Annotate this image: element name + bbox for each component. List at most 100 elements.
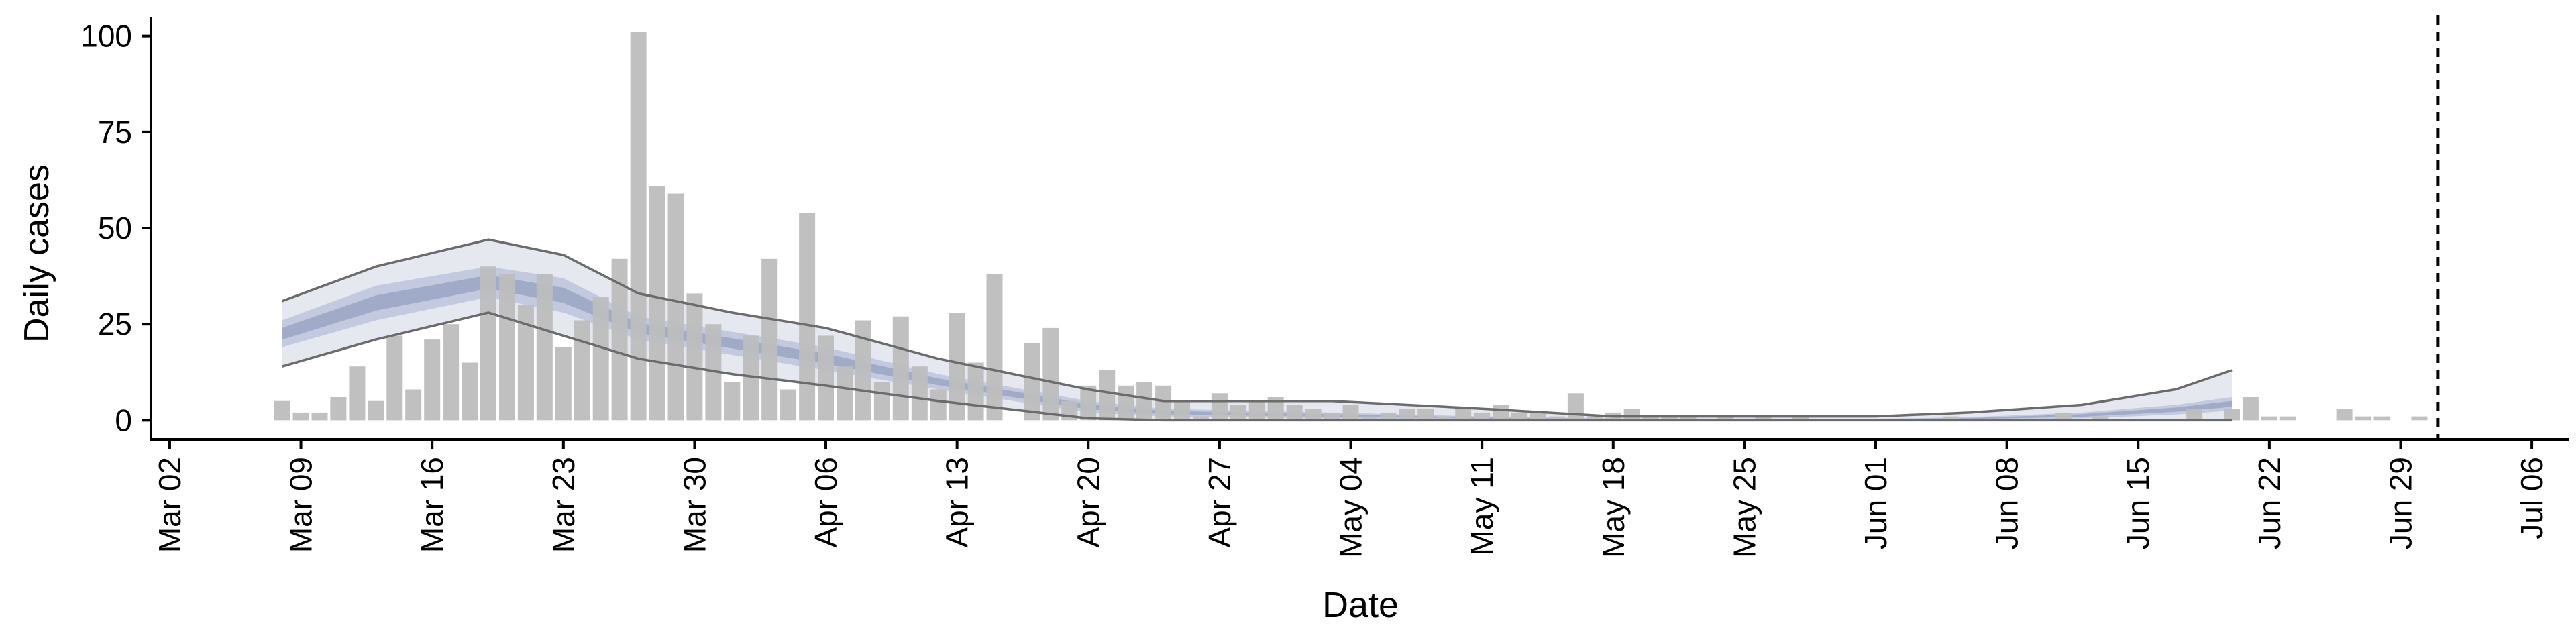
case-bar: [311, 412, 328, 421]
x-tick-label: Jun 08: [1990, 457, 2025, 549]
case-bar: [1417, 409, 1434, 421]
x-tick-label: Apr 27: [1202, 457, 1237, 548]
case-bar: [1530, 412, 1546, 421]
y-tick-label: 25: [98, 307, 132, 341]
case-bar: [1099, 370, 1116, 421]
case-bar: [592, 297, 609, 421]
x-tick-label: Mar 30: [677, 457, 712, 553]
x-tick-label: Apr 06: [808, 457, 843, 548]
x-tick-label: Jun 29: [2383, 457, 2418, 549]
case-bar: [2261, 416, 2277, 421]
case-bar: [967, 362, 984, 421]
case-bar: [1680, 416, 1697, 421]
x-tick-label: Apr 20: [1071, 457, 1106, 548]
y-tick-label: 100: [80, 19, 132, 54]
case-bar: [2336, 409, 2353, 421]
case-bar: [1342, 405, 1359, 421]
case-bar: [1155, 385, 1172, 421]
x-axis-label: Date: [1322, 585, 1399, 625]
case-bar: [837, 366, 853, 421]
case-bar: [1136, 382, 1153, 421]
case-bar: [2092, 416, 2109, 421]
x-tick-label: Jun 22: [2252, 457, 2287, 549]
case-bar: [1755, 416, 1772, 421]
x-tick-label: May 11: [1464, 457, 1499, 555]
case-bar: [911, 366, 928, 421]
case-bar: [630, 32, 647, 421]
case-bar: [855, 320, 871, 421]
case-bar: [1248, 400, 1265, 421]
x-tick-label: Jul 06: [2514, 457, 2549, 539]
case-bar: [1455, 409, 1472, 421]
x-tick-label: Mar 02: [152, 457, 187, 553]
case-bar: [480, 266, 496, 421]
case-bar: [1567, 393, 1584, 421]
case-bar: [1436, 416, 1453, 421]
case-bar: [574, 320, 590, 421]
band-inner-interval: [282, 275, 2232, 420]
x-tick-label: Jun 01: [1858, 457, 1893, 549]
y-axis-label: Daily cases: [17, 164, 56, 343]
y-tick-label: 50: [98, 211, 132, 246]
case-bar: [499, 274, 515, 421]
case-bar: [1211, 393, 1228, 421]
case-bar: [799, 213, 816, 421]
case-bar: [1792, 416, 1809, 421]
x-tick-label: May 18: [1596, 457, 1631, 558]
case-bar: [2242, 397, 2259, 421]
case-bar: [1942, 416, 1959, 421]
case-bar: [1361, 416, 1378, 421]
upper-interval-line: [281, 238, 2233, 418]
case-bar: [1661, 416, 1678, 421]
x-tick-label: May 04: [1334, 457, 1368, 558]
case-bar: [1305, 409, 1322, 421]
case-bar: [1324, 412, 1340, 421]
case-bar: [780, 389, 797, 421]
case-bar: [724, 382, 741, 421]
case-bar: [2279, 416, 2296, 421]
y-tick-label: 75: [98, 115, 132, 150]
case-bar: [1511, 412, 1527, 421]
x-tick-label: May 25: [1727, 457, 1762, 558]
case-bar: [2186, 409, 2203, 421]
case-bar: [2055, 412, 2072, 421]
x-tick-label: Mar 16: [415, 457, 449, 553]
case-bar: [1399, 409, 1415, 421]
case-bar: [1548, 416, 1565, 421]
x-tick-label: Mar 09: [284, 457, 319, 553]
case-bar: [873, 382, 890, 421]
y-tick-label: 0: [115, 402, 132, 437]
case-bar: [349, 366, 366, 421]
interval-lines: [281, 238, 2233, 422]
case-bar: [1623, 409, 1640, 421]
case-bar: [555, 347, 572, 421]
case-bar: [930, 389, 947, 421]
case-bar: [1493, 405, 1509, 421]
case-bar: [818, 335, 834, 421]
case-bar: [1230, 405, 1246, 421]
case-bar: [2224, 409, 2240, 421]
case-bar: [536, 274, 553, 421]
case-bar: [1024, 343, 1040, 421]
x-tick-label: Jun 15: [2121, 457, 2155, 549]
case-bar: [761, 258, 778, 421]
case-bar: [443, 324, 460, 421]
case-bar: [2355, 416, 2371, 421]
case-bar: [649, 186, 665, 421]
case-bar: [1380, 412, 1397, 421]
case-bar: [1474, 412, 1491, 421]
case-bar: [274, 400, 290, 421]
case-bar: [667, 193, 684, 421]
case-bar: [2411, 416, 2428, 421]
case-bar: [292, 412, 309, 421]
lower-interval-line: [282, 311, 2232, 422]
case-bar: [1717, 416, 1734, 421]
case-bar: [1192, 416, 1209, 421]
case-bar: [386, 335, 403, 421]
x-tick-label: Apr 13: [940, 457, 975, 548]
case-bar: [986, 274, 1003, 421]
case-bar: [405, 389, 422, 421]
case-bar: [1586, 416, 1603, 421]
case-bar: [2373, 416, 2390, 421]
